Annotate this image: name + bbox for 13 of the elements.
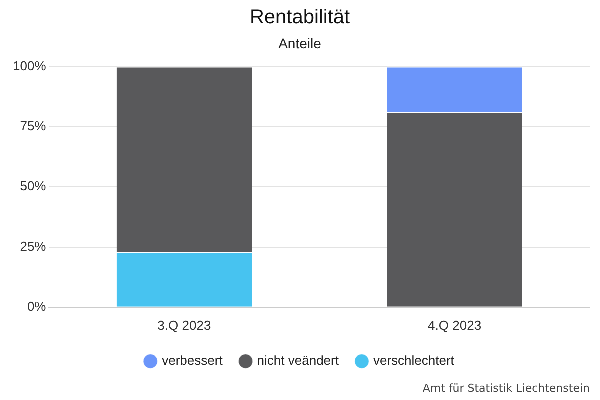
y-tick-label: 75% <box>20 118 47 134</box>
y-tick-label: 0% <box>27 298 47 314</box>
y-tick-label: 50% <box>20 178 47 194</box>
y-tick-label: 100% <box>13 58 47 74</box>
text: Amt für Statistik Liechtenstein <box>422 382 590 395</box>
y-tick-label: 25% <box>20 238 47 254</box>
legend-label: nicht veändert <box>257 353 340 368</box>
legend-label: verbessert <box>162 353 224 368</box>
legend-label: verschlechtert <box>373 353 455 368</box>
x-tick-label: 3.Q 2023 <box>158 318 212 333</box>
chart-subtitle: Anteile <box>278 35 322 52</box>
x-tick-label: 4.Q 2023 <box>428 318 482 333</box>
chart-title: Rentabilität <box>250 6 350 29</box>
